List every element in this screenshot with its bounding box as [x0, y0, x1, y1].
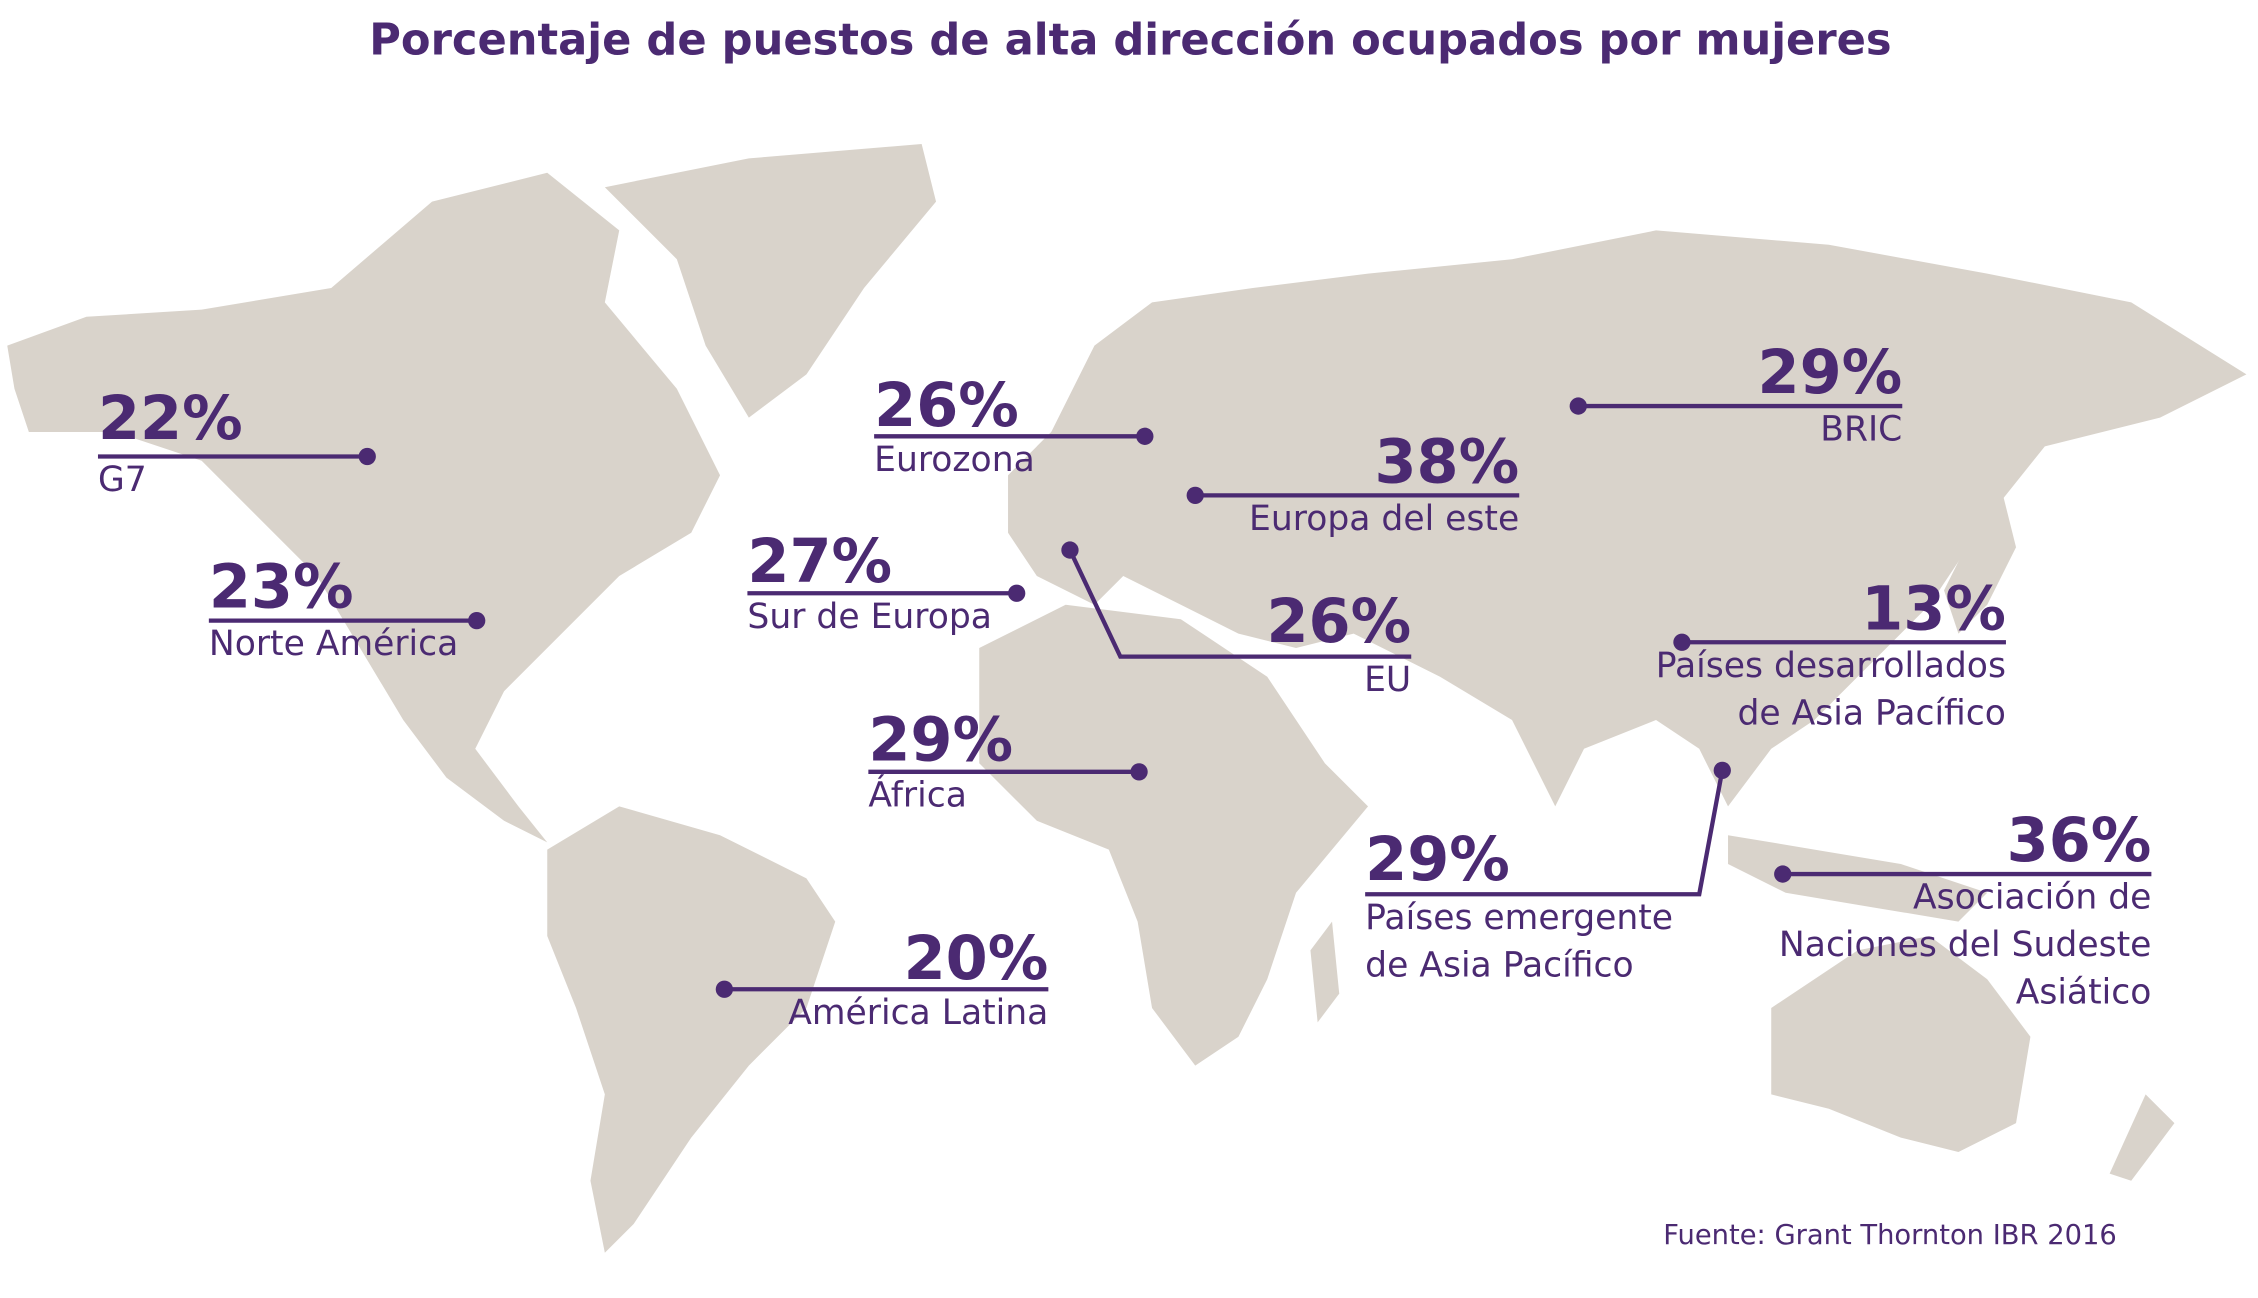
region-label: EU	[1364, 660, 1411, 700]
greenland	[604, 143, 937, 418]
australia	[1771, 935, 2031, 1152]
region-label: Asociación de	[1913, 878, 2151, 918]
uk	[1036, 417, 1081, 504]
region-percent: 26%	[874, 371, 1019, 441]
leader-dot	[1774, 865, 1792, 883]
source: Fuente: Grant Thornton IBR 2016	[1663, 1220, 2117, 1251]
region-percent: 29%	[1758, 338, 1903, 408]
leader-dot	[468, 611, 486, 630]
south-america	[547, 806, 836, 1253]
region-label: de Asia Pacífico	[1737, 693, 2005, 733]
region-percent: 22%	[98, 384, 243, 454]
region-percent: 13%	[1861, 574, 2006, 644]
title: Porcentaje de puestos de alta dirección …	[369, 16, 1891, 66]
region-label: Europa del este	[1249, 499, 1519, 539]
region-label: Asiático	[2016, 973, 2152, 1013]
world-map	[7, 143, 2247, 1253]
japan	[1944, 489, 2017, 634]
region-percent: 26%	[1266, 587, 1411, 657]
leader-line	[1068, 549, 1412, 659]
indonesia	[1728, 835, 1988, 922]
new-zealand	[2109, 1094, 2175, 1181]
region-percent: 20%	[904, 924, 1049, 994]
leader-dot	[715, 980, 734, 998]
north-america	[7, 172, 721, 843]
region-label: Norte América	[209, 624, 458, 664]
madagascar	[1310, 921, 1340, 1023]
eurasia	[1008, 230, 2247, 807]
region-percent: 27%	[747, 527, 892, 597]
region-percent: 36%	[2007, 806, 2152, 876]
region-percent: 29%	[868, 705, 1013, 775]
region-label: G7	[98, 460, 147, 500]
region-label: BRIC	[1820, 410, 1902, 450]
region-percent: 29%	[1365, 825, 1510, 895]
region-label: Naciones del Sudeste	[1779, 925, 2151, 965]
region-label: África	[868, 774, 967, 815]
leader-dot	[358, 447, 376, 466]
leader-dot	[1186, 486, 1204, 504]
leader-dot	[1673, 633, 1691, 651]
region-label: de Asia Pacífico	[1365, 945, 1633, 985]
leader-dot	[1008, 584, 1026, 602]
leader-dot	[1713, 761, 1731, 780]
africa	[979, 604, 1369, 1066]
region-label: América Latina	[788, 993, 1048, 1033]
leader-dot	[1569, 397, 1587, 415]
leader-dot	[1061, 541, 1079, 559]
region-percent: 38%	[1374, 427, 1519, 497]
region-percent: 23%	[209, 553, 354, 623]
region-label: Países emergente	[1365, 898, 1673, 938]
region-label: Sur de Europa	[747, 597, 992, 637]
region-label: Eurozona	[874, 440, 1035, 480]
region-label: Países desarrollados	[1656, 646, 2006, 686]
leader-line	[1365, 769, 1725, 897]
leader-dot	[1130, 763, 1148, 781]
leader-dot	[1136, 427, 1154, 445]
